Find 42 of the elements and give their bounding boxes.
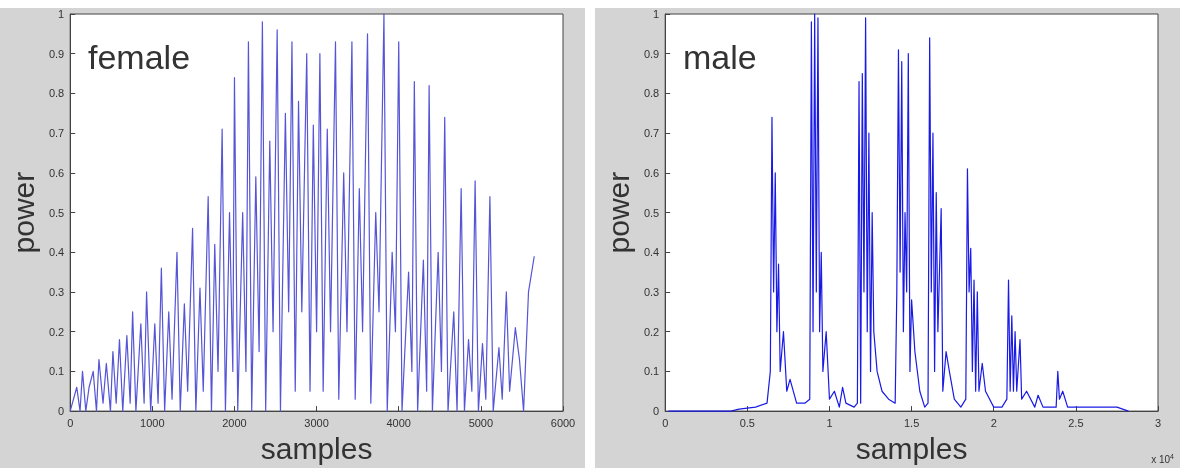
y-tick-label: 0.5 — [643, 206, 660, 219]
y-tick-label: 0.7 — [48, 127, 65, 140]
y-tick-label: 0.6 — [643, 166, 660, 179]
y-tick-label: 0.9 — [48, 47, 65, 60]
y-tick-label: 0.7 — [643, 127, 660, 140]
x-axis-title: samples — [260, 431, 373, 465]
x-axis-title: samples — [855, 431, 968, 465]
y-tick-label: 0.2 — [643, 325, 660, 338]
y-tick-label: 0.8 — [643, 87, 660, 100]
y-tick-label: 0.1 — [48, 365, 65, 378]
x-tick-label: 1000 — [140, 416, 165, 429]
y-tick-label: 0.4 — [643, 246, 660, 259]
x-tick-label: 2000 — [222, 416, 247, 429]
x-tick-label: 1.5 — [903, 416, 920, 429]
annotation: female — [88, 38, 191, 76]
annotation: male — [683, 38, 757, 76]
x-tick-label: 6000 — [550, 416, 576, 429]
y-tick-label: 0.3 — [48, 285, 65, 298]
x-tick-label: 0 — [662, 416, 669, 429]
y-tick-label: 0.6 — [48, 166, 65, 179]
x-tick-label: 5000 — [468, 416, 494, 429]
x-tick-label: 2.5 — [1068, 416, 1084, 429]
y-tick-label: 1 — [58, 8, 65, 20]
x-tick-label: 1 — [826, 416, 833, 429]
y-tick-label: 0.3 — [643, 285, 660, 298]
y-tick-label: 0 — [58, 405, 65, 418]
y-tick-label: 0.9 — [643, 47, 660, 60]
x-tick-label: 0.5 — [739, 416, 755, 429]
y-tick-label: 1 — [653, 8, 660, 20]
y-tick-label: 0.2 — [48, 325, 65, 338]
y-tick-label: 0.1 — [643, 365, 660, 378]
y-tick-label: 0.8 — [48, 87, 65, 100]
y-tick-label: 0.4 — [48, 246, 65, 259]
x-tick-label: 0 — [67, 416, 74, 429]
x-tick-label: 3 — [1154, 416, 1162, 429]
x-tick-label: 2 — [990, 416, 997, 429]
x-tick-label: 3000 — [304, 416, 329, 429]
y-tick-label: 0 — [653, 405, 660, 418]
x-tick-label: 4000 — [386, 416, 411, 429]
y-axis-title: power — [6, 171, 40, 254]
y-tick-label: 0.5 — [48, 206, 65, 219]
y-axis-title: power — [601, 171, 635, 254]
